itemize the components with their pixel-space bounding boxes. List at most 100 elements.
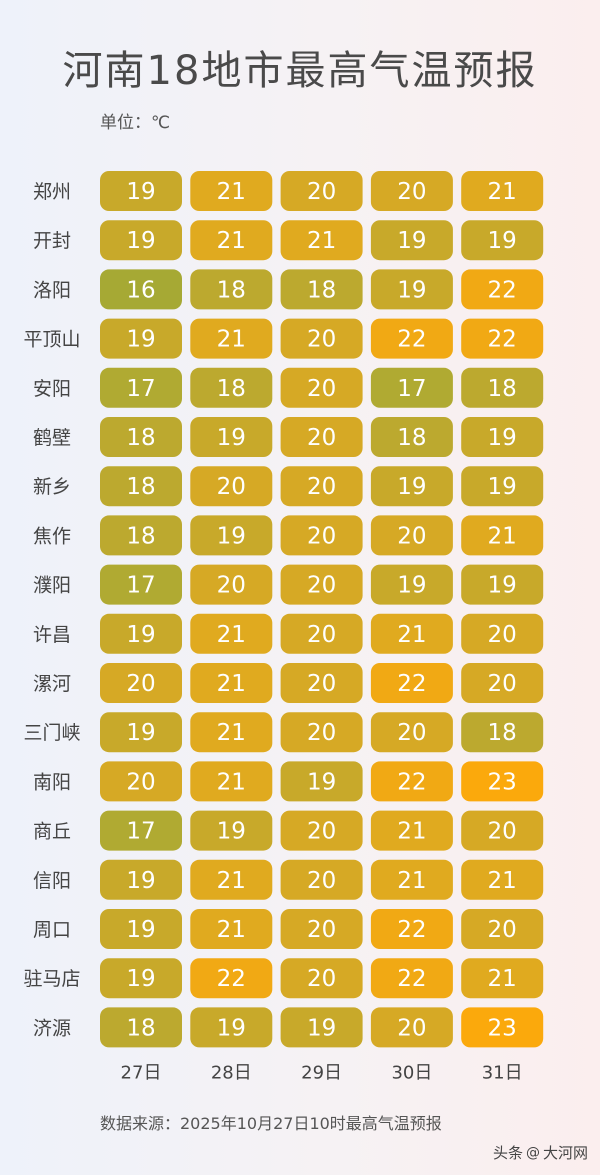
cell-value: 19	[488, 425, 517, 451]
column-label: 30日	[391, 1063, 432, 1084]
cell-value: 20	[397, 523, 426, 549]
cell-value: 20	[307, 868, 336, 894]
cell-value: 21	[217, 769, 246, 795]
cell-value: 19	[307, 1015, 336, 1041]
cell-value: 17	[126, 376, 155, 402]
heatmap-cell: 19	[461, 220, 544, 261]
cell-bg	[190, 564, 273, 605]
cell-value: 19	[126, 327, 155, 353]
cell-value: 19	[126, 868, 155, 894]
cell-bg	[100, 220, 182, 261]
row-label: 安阳	[33, 378, 71, 400]
heatmap-cell: 18	[280, 269, 363, 310]
heatmap-cell: 21	[280, 220, 363, 261]
temperature-heatmap: 郑州 19 21 20 20 21 开封 19 21 21 19 19 洛阳 16 18 18 19 22 平顶山 1…	[23, 171, 544, 1084]
heatmap-cell: 19	[100, 958, 182, 999]
column-label: 31日	[482, 1063, 523, 1084]
cell-value: 20	[307, 671, 336, 697]
cell-bg	[100, 466, 182, 507]
heatmap-cell: 21	[370, 810, 453, 851]
cell-bg	[190, 367, 273, 408]
heatmap-cell: 21	[370, 613, 453, 654]
cell-value: 20	[307, 966, 336, 992]
cell-bg	[370, 515, 453, 556]
data-source-footer: 数据来源：2025年10月27日10时最高气温预报	[100, 1114, 442, 1133]
cell-value: 18	[217, 277, 246, 303]
cell-value: 21	[217, 622, 246, 648]
cell-value: 22	[397, 769, 426, 795]
cell-bg	[370, 171, 453, 211]
cell-bg	[190, 318, 273, 359]
cell-bg	[100, 367, 182, 408]
row-label: 信阳	[33, 870, 71, 892]
cell-value: 20	[488, 671, 517, 697]
heatmap-cell: 20	[280, 318, 363, 359]
cell-value: 20	[217, 573, 246, 599]
heatmap-cell: 20	[280, 564, 363, 605]
heatmap-cell: 22	[461, 318, 544, 359]
heatmap-cell: 18	[190, 367, 273, 408]
cell-value: 20	[307, 622, 336, 648]
cell-bg	[100, 712, 182, 753]
row-label: 郑州	[33, 181, 71, 203]
heatmap-cell: 18	[461, 367, 544, 408]
cell-bg	[461, 613, 544, 654]
cell-bg	[370, 958, 453, 999]
heatmap-cell: 19	[100, 859, 182, 900]
cell-value: 22	[488, 277, 517, 303]
heatmap-cell: 23	[461, 1007, 544, 1048]
heatmap-cell: 20	[280, 810, 363, 851]
heatmap-cell: 19	[370, 220, 453, 261]
cell-value: 21	[217, 720, 246, 746]
cell-bg	[280, 171, 363, 211]
cell-value: 19	[126, 179, 155, 205]
cell-value: 20	[307, 917, 336, 943]
cell-value: 18	[126, 425, 155, 451]
heatmap-cell: 20	[280, 367, 363, 408]
row-label: 焦作	[33, 525, 71, 547]
watermark-source: 头条	[492, 1144, 523, 1162]
heatmap-cell: 19	[100, 171, 182, 211]
cell-value: 21	[217, 327, 246, 353]
cell-bg	[370, 1007, 453, 1048]
heatmap-cell: 19	[100, 613, 182, 654]
cell-bg	[100, 859, 182, 900]
cell-bg	[370, 466, 453, 507]
heatmap-cell: 20	[280, 958, 363, 999]
cell-value: 19	[217, 1015, 246, 1041]
row-label: 漯河	[33, 673, 71, 695]
cell-bg	[280, 220, 363, 261]
heatmap-cell: 21	[461, 171, 544, 211]
cell-value: 16	[126, 277, 155, 303]
cell-bg	[280, 1007, 363, 1048]
heatmap-cell: 21	[190, 712, 273, 753]
cell-bg	[370, 367, 453, 408]
heatmap-cell: 20	[461, 613, 544, 654]
heatmap-cell: 19	[190, 417, 273, 457]
cell-value: 17	[126, 819, 155, 845]
heatmap-cell: 20	[190, 466, 273, 507]
cell-value: 20	[307, 819, 336, 845]
cell-bg	[190, 220, 273, 261]
cell-value: 18	[488, 376, 517, 402]
cell-value: 20	[397, 1015, 426, 1041]
heatmap-cell: 22	[370, 663, 453, 703]
cell-bg	[190, 1007, 273, 1048]
heatmap-cell: 16	[100, 269, 182, 310]
heatmap-cell: 23	[461, 761, 544, 802]
cell-value: 18	[488, 720, 517, 746]
cell-value: 21	[217, 868, 246, 894]
cell-bg	[370, 417, 453, 457]
cell-bg	[100, 663, 182, 703]
cell-bg	[280, 859, 363, 900]
cell-bg	[280, 663, 363, 703]
row-label: 济源	[33, 1017, 71, 1039]
heatmap-cell: 22	[370, 761, 453, 802]
cell-bg	[100, 761, 182, 802]
cell-value: 22	[217, 966, 246, 992]
cell-value: 20	[397, 179, 426, 205]
heatmap-cell: 20	[280, 515, 363, 556]
cell-value: 20	[488, 622, 517, 648]
cell-value: 21	[488, 179, 517, 205]
heatmap-cell: 19	[461, 564, 544, 605]
